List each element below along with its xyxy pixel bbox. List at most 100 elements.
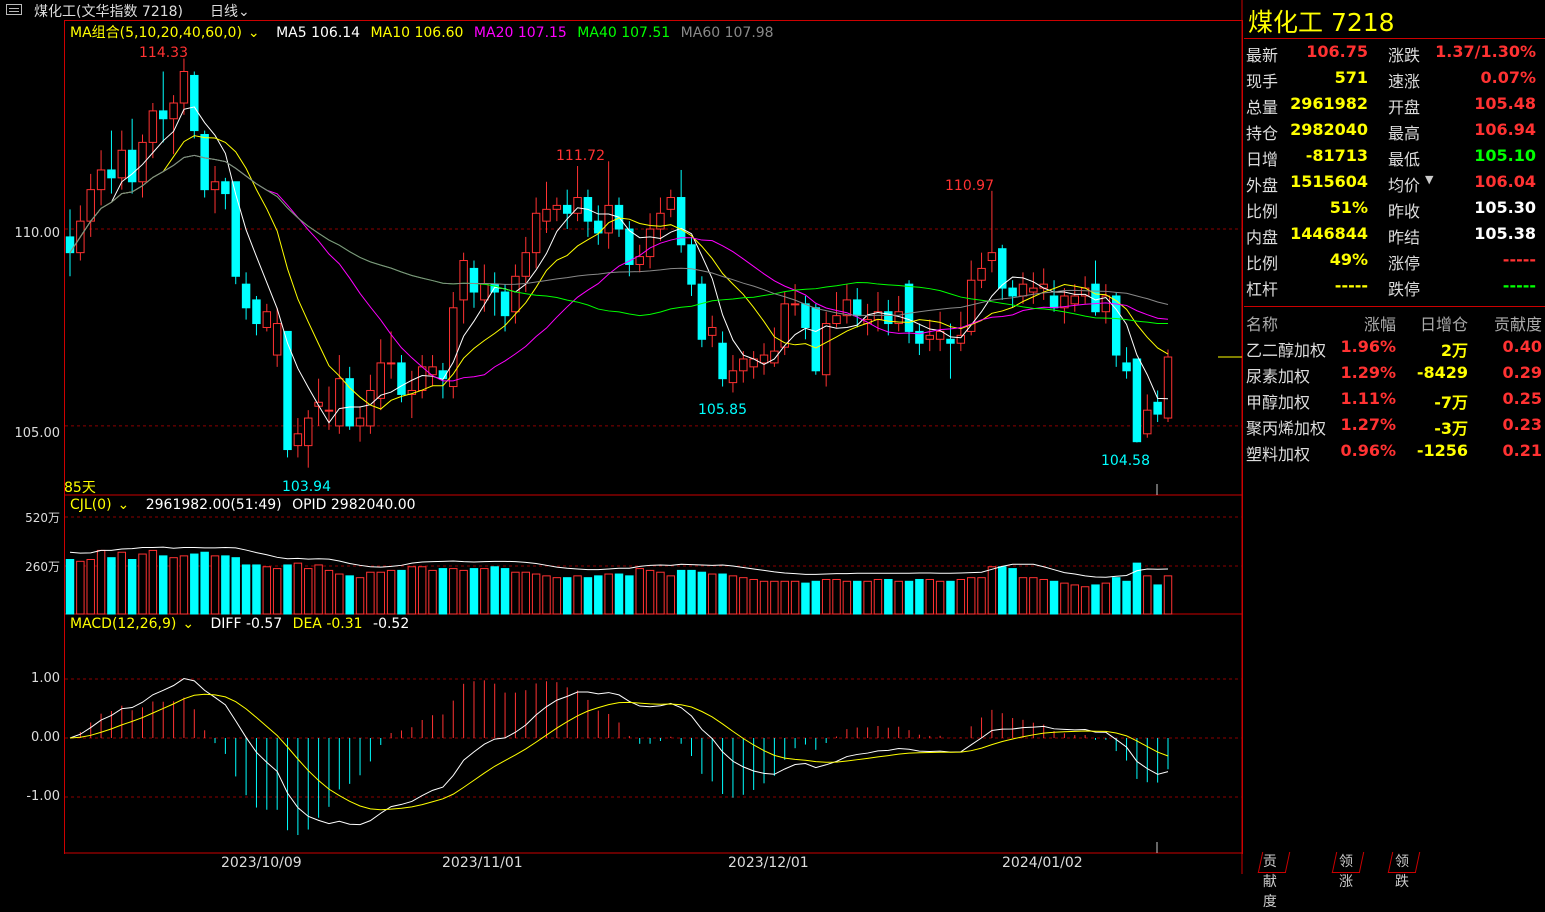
volume-legend-title[interactable]: CJL(0) ⌄ — [70, 497, 130, 513]
candle-body — [697, 283, 707, 340]
volume-bar — [293, 562, 303, 615]
table-row[interactable]: 乙二醇加权 1.96% 2万 0.40 — [1244, 333, 1545, 360]
volume-ma-line — [69, 546, 1169, 578]
candle-body — [304, 417, 313, 447]
component-contribution: 0.25 — [1502, 389, 1542, 408]
volume-bar — [511, 571, 520, 615]
volume-bar — [200, 551, 209, 615]
quote-value: 1446844 — [1290, 224, 1368, 243]
candle-body — [117, 149, 127, 179]
candle-body — [1122, 362, 1131, 372]
ma-legend[interactable]: MA组合(5,10,20,40,60,0) ⌄ MA5 106.14 MA10 1… — [70, 22, 780, 42]
chart-canvas[interactable] — [0, 0, 1243, 874]
quote-value: 49% — [1329, 250, 1368, 269]
candle-body — [666, 197, 676, 210]
volume-bar — [1163, 575, 1173, 615]
table-row[interactable]: 塑料加权 0.96% -1256 0.21 — [1244, 437, 1545, 464]
candle-body — [449, 307, 458, 388]
candle-body — [158, 110, 168, 120]
ma20-label: MA20 107.15 — [473, 25, 567, 41]
volume-bar — [562, 577, 572, 615]
ma60-label: MA60 107.98 — [680, 25, 774, 41]
quote-label: 最新 — [1246, 46, 1279, 65]
volume-bar — [966, 577, 976, 615]
volume-bar — [169, 557, 178, 615]
tab-contribution[interactable]: 贡献度 — [1257, 852, 1291, 910]
chevron-down-icon[interactable]: ▼ — [1425, 173, 1434, 186]
volume-bar — [935, 580, 945, 615]
column-header[interactable]: 日增仓 — [1419, 315, 1468, 334]
column-header[interactable]: 涨幅 — [1363, 315, 1396, 334]
quote-value: 105.48 — [1474, 94, 1536, 113]
diff-value: DIFF -0.57 — [210, 616, 283, 632]
volume-bar — [76, 560, 85, 615]
candle-body — [272, 323, 282, 356]
high-label: 111.72 — [556, 148, 605, 164]
chevron-down-icon: ⌄ — [182, 616, 195, 632]
volume-bar — [138, 553, 147, 615]
column-header[interactable]: 名称 — [1246, 315, 1279, 334]
volume-bar — [335, 573, 344, 615]
candle-body — [366, 389, 375, 427]
quote-label: 持仓 — [1246, 124, 1279, 143]
volume-bar — [1018, 577, 1028, 615]
tab-leading-up[interactable]: 领涨 — [1331, 852, 1365, 890]
table-row[interactable]: 聚丙烯加权 1.27% -3万 0.23 — [1244, 411, 1545, 438]
macd-legend-title[interactable]: MACD(12,26,9) ⌄ — [70, 616, 195, 632]
volume-bar — [459, 569, 468, 615]
candle-body — [1163, 356, 1173, 419]
quote-row: 日增 -81713 最低 105.10 — [1244, 143, 1545, 169]
period-dropdown[interactable]: 日线⌄ — [210, 4, 250, 20]
candle-body — [531, 212, 541, 254]
macd-legend[interactable]: MACD(12,26,9) ⌄ DIFF -0.57 DEA -0.31 -0.5… — [70, 616, 415, 632]
macd-value: -0.52 — [373, 616, 410, 632]
quote-label: 日增 — [1246, 150, 1279, 169]
volume-bar — [1080, 586, 1090, 615]
top-bar: 煤化工(文华指数 7218) 日线⌄ — [0, 0, 1243, 20]
volume-bar — [521, 571, 531, 615]
component-contribution: 0.40 — [1502, 337, 1542, 356]
volume-bar — [438, 568, 448, 615]
volume-bar — [594, 575, 603, 615]
quote-label: 速涨 — [1388, 72, 1421, 91]
candle-body — [1070, 295, 1080, 305]
volume-legend[interactable]: CJL(0) ⌄ 2961982.00(51:49) OPID 2982040.0… — [70, 497, 422, 513]
candle-body — [511, 275, 520, 313]
volume-bar — [397, 569, 406, 615]
chart-frame — [64, 20, 1243, 854]
candle-body — [96, 169, 106, 191]
chevron-down-icon: ⌄ — [238, 4, 250, 20]
date-tick: 2023/12/01 — [728, 855, 809, 871]
quote-value: 571 — [1334, 68, 1368, 87]
volume-bar — [977, 577, 986, 615]
volume-bar — [1029, 577, 1038, 615]
volume-bar — [366, 571, 375, 615]
column-header[interactable]: 贡献度 — [1493, 315, 1542, 334]
macd-axis-tick: 1.00 — [31, 671, 60, 686]
volume-bar — [1122, 580, 1131, 615]
quote-label: 开盘 — [1388, 98, 1421, 117]
ma10-label: MA10 106.60 — [370, 25, 464, 41]
table-row[interactable]: 尿素加权 1.29% -8429 0.29 — [1244, 359, 1545, 386]
volume-bar — [490, 566, 499, 615]
table-row[interactable]: 甲醇加权 1.11% -7万 0.25 — [1244, 385, 1545, 412]
quote-label: 涨跌 — [1388, 46, 1421, 65]
candle-body — [107, 169, 116, 179]
candle-body — [210, 181, 220, 191]
component-oi-change: -1256 — [1416, 441, 1468, 460]
volume-bar — [676, 569, 686, 615]
component-change: 1.96% — [1340, 337, 1396, 356]
tab-leading-down[interactable]: 领跌 — [1387, 852, 1421, 890]
volume-bar — [1049, 580, 1059, 615]
ma-legend-title[interactable]: MA组合(5,10,20,40,60,0) ⌄ — [70, 25, 260, 41]
volume-bar — [842, 580, 852, 615]
candle-body — [1029, 287, 1038, 293]
volume-bar — [697, 571, 707, 615]
volume-bar — [790, 580, 800, 615]
candle-body — [594, 220, 603, 234]
candle-body — [832, 315, 841, 325]
volume-bar — [759, 580, 769, 615]
dea-value: DEA -0.31 — [292, 616, 363, 632]
volume-bar — [1111, 577, 1121, 615]
window-icon[interactable] — [6, 4, 22, 15]
